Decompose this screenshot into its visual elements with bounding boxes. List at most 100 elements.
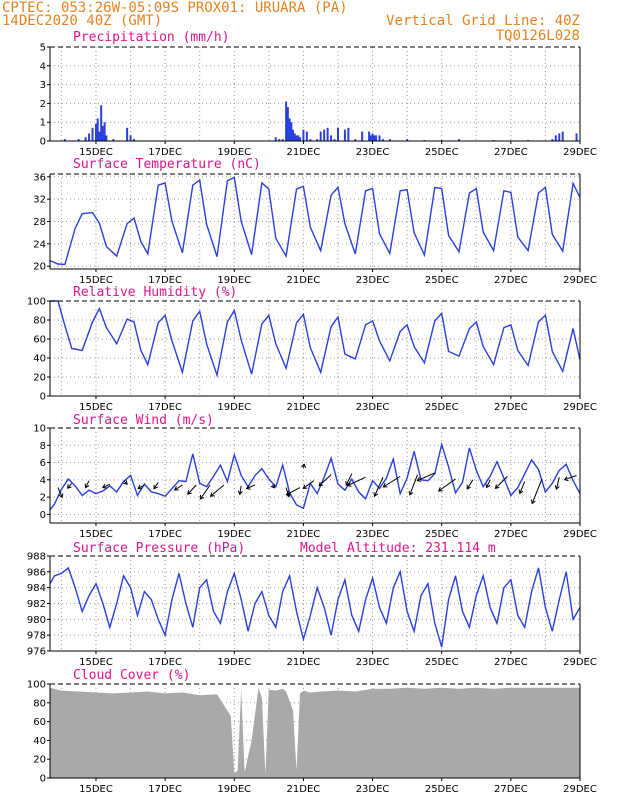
wind-vector-head bbox=[237, 490, 243, 496]
wind-panel: Surface Wind (m/s) 0 2 4 6 8 10 15DEC 17DEC 19DE… bbox=[33, 413, 597, 540]
wind-vector-head bbox=[437, 487, 443, 492]
wind-vector-head bbox=[84, 483, 90, 489]
wind-ytick-label: 0 bbox=[40, 510, 46, 521]
precip-bar bbox=[133, 139, 136, 141]
precip-xtick-label: 15DEC bbox=[79, 147, 113, 158]
precip-ytick-label: 2 bbox=[40, 99, 46, 110]
temp-ytick-label: 20 bbox=[33, 262, 46, 273]
wind-vector-head bbox=[485, 483, 491, 489]
precip-bar bbox=[336, 127, 339, 141]
pressure-xtick-label: 27DEC bbox=[494, 657, 528, 668]
precip-bar bbox=[457, 139, 460, 141]
wind-vector-shaft bbox=[555, 477, 560, 490]
temp-xtick-label: 27DEC bbox=[494, 275, 528, 286]
wind-title: Surface Wind (m/s) bbox=[73, 413, 214, 428]
wind-vector-shaft bbox=[174, 484, 183, 491]
temp-xtick-label: 23DEC bbox=[356, 275, 390, 286]
pressure-xtick-label: 23DEC bbox=[356, 657, 390, 668]
wind-vector-shaft bbox=[495, 476, 508, 489]
wind-xtick-label: 27DEC bbox=[494, 529, 528, 540]
rh-xtick-label: 27DEC bbox=[494, 402, 528, 413]
wind-vector-head bbox=[530, 499, 536, 505]
precip-bar bbox=[375, 135, 378, 141]
wind-vector-head bbox=[153, 484, 158, 490]
precip-bar bbox=[129, 135, 132, 141]
temp-xtick-label: 15DEC bbox=[79, 275, 113, 286]
wind-vector-shaft bbox=[374, 477, 384, 497]
cloud-ytick-label: 40 bbox=[33, 736, 46, 747]
precip-xtick-label: 19DEC bbox=[217, 147, 251, 158]
wind-vector-head bbox=[137, 484, 143, 490]
precip-bar bbox=[381, 139, 384, 141]
precip-bar bbox=[290, 122, 293, 141]
wind-xtick-label: 25DEC bbox=[425, 529, 459, 540]
precip-ytick-label: 5 bbox=[40, 43, 46, 54]
pressure-ytick-label: 978 bbox=[27, 631, 46, 642]
rh-ytick-label: 0 bbox=[40, 392, 46, 403]
pressure-panel: Surface Pressure (hPa) Model Altitude: 2… bbox=[27, 541, 597, 668]
rh-xtick-label: 23DEC bbox=[356, 402, 390, 413]
wind-vector-shaft bbox=[345, 473, 353, 486]
precip-bar bbox=[281, 139, 284, 141]
precip-bar bbox=[288, 118, 291, 141]
precip-ytick-label: 4 bbox=[40, 61, 46, 72]
wind-vector-head bbox=[494, 484, 500, 489]
rh-xtick-label: 29DEC bbox=[563, 402, 597, 413]
wind-vector-shaft bbox=[57, 487, 63, 498]
rh-ytick-label: 80 bbox=[33, 316, 46, 327]
precip-bar bbox=[278, 139, 281, 141]
precipitation-title: Precipitation (mm/h) bbox=[73, 30, 230, 45]
precip-bar bbox=[103, 122, 106, 141]
wind-vector-head bbox=[66, 484, 72, 489]
precip-bar bbox=[94, 124, 97, 141]
pressure-xtick-label: 25DEC bbox=[425, 657, 459, 668]
precipitation-panel: Precipitation (mm/h) 0 1 2 3 4 5 15DEC 17DEC 19D… bbox=[40, 30, 597, 158]
pressure-xtick-label: 17DEC bbox=[148, 657, 182, 668]
precip-bar bbox=[285, 101, 288, 141]
wind-vector-head bbox=[187, 490, 192, 495]
precip-bar bbox=[575, 133, 578, 141]
rh-series-line bbox=[50, 300, 581, 378]
wind-ytick-label: 4 bbox=[40, 475, 46, 486]
wind-vector-head bbox=[318, 481, 324, 487]
wind-vector-shaft bbox=[409, 474, 418, 496]
wind-xtick-label: 21DEC bbox=[287, 529, 321, 540]
temp-xtick-label: 25DEC bbox=[425, 275, 459, 286]
precip-bar bbox=[368, 131, 371, 141]
wind-vector-head bbox=[209, 492, 215, 497]
cloud-xtick-label: 17DEC bbox=[148, 784, 182, 795]
wind-vector-shaft bbox=[347, 476, 366, 487]
wind-ytick-label: 10 bbox=[33, 424, 46, 435]
cloud-cover-title: Cloud Cover (%) bbox=[73, 668, 190, 683]
temperature-title: Surface Temperature (nC) bbox=[73, 157, 261, 172]
wind-vector-head bbox=[416, 477, 422, 482]
wind-vector-shaft bbox=[187, 484, 197, 495]
wind-vector-shaft bbox=[85, 480, 90, 488]
rh-xtick-label: 19DEC bbox=[217, 402, 251, 413]
precip-bar bbox=[551, 139, 554, 141]
temp-xtick-label: 21DEC bbox=[287, 275, 321, 286]
precip-bar bbox=[558, 133, 561, 141]
temp-xtick-label: 17DEC bbox=[148, 275, 182, 286]
wind-xtick-label: 29DEC bbox=[563, 529, 597, 540]
pressure-xtick-label: 21DEC bbox=[287, 657, 321, 668]
precip-bar bbox=[112, 139, 115, 141]
precip-bar bbox=[309, 139, 312, 141]
precip-bar bbox=[126, 127, 129, 141]
wind-vector-head bbox=[408, 490, 414, 496]
pressure-ytick-label: 986 bbox=[27, 567, 46, 578]
wind-vector-shaft bbox=[519, 481, 526, 494]
precip-bar bbox=[63, 139, 66, 141]
precip-bar bbox=[343, 129, 346, 141]
precip-xtick-label: 17DEC bbox=[148, 147, 182, 158]
precip-xtick-label: 21DEC bbox=[287, 147, 321, 158]
wind-vector-shaft bbox=[302, 480, 315, 489]
cloud-cover-panel: Cloud Cover (%) 0 20 40 60 80 100 15DEC 17DEC 19… bbox=[27, 668, 597, 795]
wind-vector-head bbox=[382, 483, 388, 488]
cloud-ytick-label: 60 bbox=[33, 717, 46, 728]
wind-vector-head bbox=[518, 489, 524, 495]
precip-bar bbox=[561, 131, 564, 141]
precip-bar bbox=[323, 129, 326, 141]
precip-bar bbox=[84, 137, 87, 141]
